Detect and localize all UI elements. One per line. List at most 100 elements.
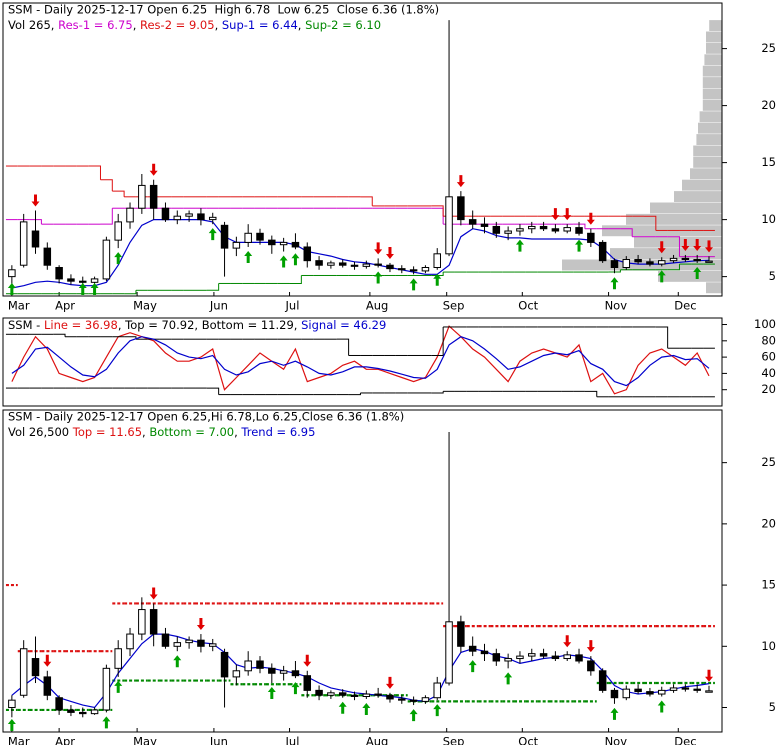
level-step	[620, 228, 633, 237]
candle-body	[327, 692, 335, 696]
volume-profile-bar	[562, 259, 722, 271]
buy-arrow	[409, 278, 418, 291]
level-step	[431, 391, 444, 394]
candle-body	[398, 698, 406, 701]
candle-body	[433, 253, 441, 268]
legend-entry: Sup-2 = 6.10	[305, 18, 381, 32]
x-tick-label: Mar	[8, 299, 30, 313]
y-tick-label: 5	[769, 269, 776, 283]
candle-body	[279, 670, 288, 674]
sell-arrow	[657, 241, 666, 254]
candle-body	[622, 688, 631, 699]
level-step	[100, 179, 113, 192]
candle-body	[386, 694, 394, 700]
candle-body	[19, 648, 28, 696]
candle-body	[31, 658, 40, 677]
candle-body	[149, 184, 158, 209]
x-tick-label: Jul	[285, 735, 300, 745]
legend: Vol 265, Res-1 = 6.75, Res-2 = 9.05, Sup…	[8, 18, 381, 32]
x-tick-label: Nov	[605, 299, 628, 313]
x-tick-label: Jun	[209, 735, 228, 745]
candle-body	[208, 216, 217, 221]
level-step	[360, 196, 373, 206]
buy-arrow	[7, 283, 16, 295]
level-step	[667, 264, 680, 271]
legend: Vol 26,500 Top = 11.65, Bottom = 7.00, T…	[8, 425, 315, 439]
x-tick-label: Sep	[443, 735, 465, 745]
y-tick-label: 5	[769, 700, 776, 714]
y-tick-label: 40	[761, 366, 776, 380]
level-step	[431, 207, 444, 225]
candle-body	[90, 709, 99, 715]
candle-body	[8, 699, 16, 709]
candle-body	[279, 241, 288, 246]
candle-body	[528, 653, 536, 657]
volume-profile-bar	[634, 236, 722, 248]
y-tick-label: 20	[761, 98, 776, 112]
candle-body	[622, 259, 631, 268]
level-step	[336, 338, 350, 356]
buy-arrow	[374, 271, 383, 284]
buy-arrow	[338, 701, 347, 714]
y-tick-label: 80	[761, 333, 776, 347]
candle-body	[575, 227, 583, 234]
candle-body	[646, 691, 654, 695]
candle-body	[516, 228, 524, 232]
legend-separator: ,	[142, 425, 149, 439]
candle-body	[539, 225, 548, 230]
level-step	[53, 333, 66, 337]
candle-body	[138, 609, 146, 635]
volume-profile-bar	[698, 122, 722, 134]
y-tick-label: 100	[754, 317, 776, 331]
x-tick-label: Mar	[8, 735, 30, 745]
candle-body	[350, 264, 359, 267]
panel-frame	[2, 409, 723, 733]
volume-profile-bar	[706, 31, 722, 43]
candle-body	[303, 246, 312, 262]
candle-body	[657, 260, 666, 265]
x-tick-label: Oct	[518, 735, 538, 745]
level-step	[573, 223, 586, 229]
candle-body	[79, 711, 87, 715]
volume-profile-bar	[693, 145, 722, 157]
indicator-line	[11, 325, 710, 395]
candle-body	[197, 213, 205, 221]
candle-body	[244, 660, 252, 672]
candle-body	[575, 654, 583, 662]
sell-arrow	[149, 163, 158, 176]
legend-separator: ,	[298, 18, 305, 32]
sell-arrow	[456, 175, 465, 188]
candle-body	[398, 268, 406, 271]
sell-arrow	[374, 242, 383, 255]
candle-body	[669, 687, 678, 691]
candle-body	[445, 196, 453, 255]
buy-arrow	[504, 672, 513, 685]
candle-body	[55, 266, 63, 280]
candle-body	[681, 687, 690, 690]
buy-arrow	[610, 277, 619, 290]
candle-body	[705, 260, 713, 263]
legend: SSM - Line = 36.98, Top = 70.92, Bottom …	[8, 318, 386, 332]
candle-body	[563, 227, 571, 232]
candle-body	[504, 230, 512, 234]
buy-arrow	[173, 655, 182, 668]
volume-profile-bar	[674, 191, 722, 203]
level-step	[431, 326, 444, 356]
panel-title: SSM - Daily 2025-12-17 Open 6.25 High 6.…	[8, 3, 439, 17]
volume-profile-bar	[699, 111, 722, 123]
candle-body	[362, 693, 371, 697]
candle-body	[598, 241, 607, 262]
legend-entry: Trend = 6.95	[240, 425, 315, 439]
candle-body	[327, 262, 335, 266]
legend-separator: ,	[118, 318, 125, 332]
volume-profile-bar	[702, 65, 722, 77]
candle-body	[55, 697, 63, 711]
sell-arrow	[563, 635, 572, 648]
volume-profile-bar	[706, 42, 722, 54]
candle-body	[114, 648, 122, 669]
candle-body	[421, 266, 430, 272]
candle-body	[350, 694, 359, 697]
level-step	[206, 283, 220, 291]
candle-body	[256, 660, 264, 669]
